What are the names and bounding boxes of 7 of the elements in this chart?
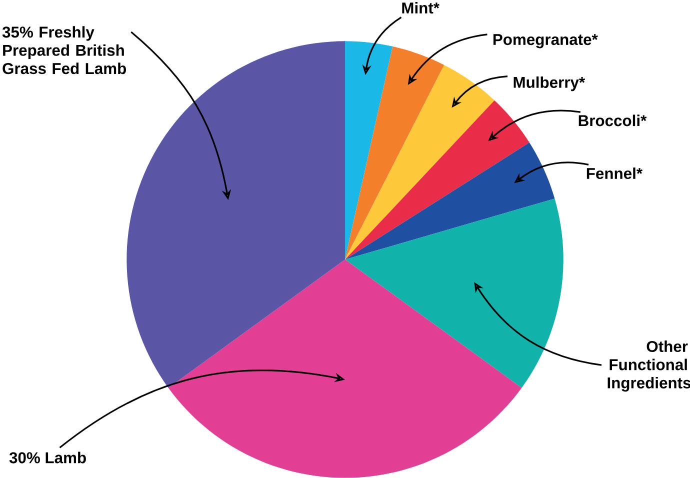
slice-label: 35% Freshly Prepared British Grass Fed Lamb (2, 26, 126, 74)
slice-label: 30% Lamb (9, 452, 86, 464)
slice-label: Mulberry* (514, 76, 586, 92)
slice-label: Pomegranate* (493, 34, 598, 48)
slice-label: Mint* (402, 2, 440, 14)
slice-label: Broccoli* (578, 114, 647, 126)
slice-label: Fennel* (586, 168, 643, 180)
